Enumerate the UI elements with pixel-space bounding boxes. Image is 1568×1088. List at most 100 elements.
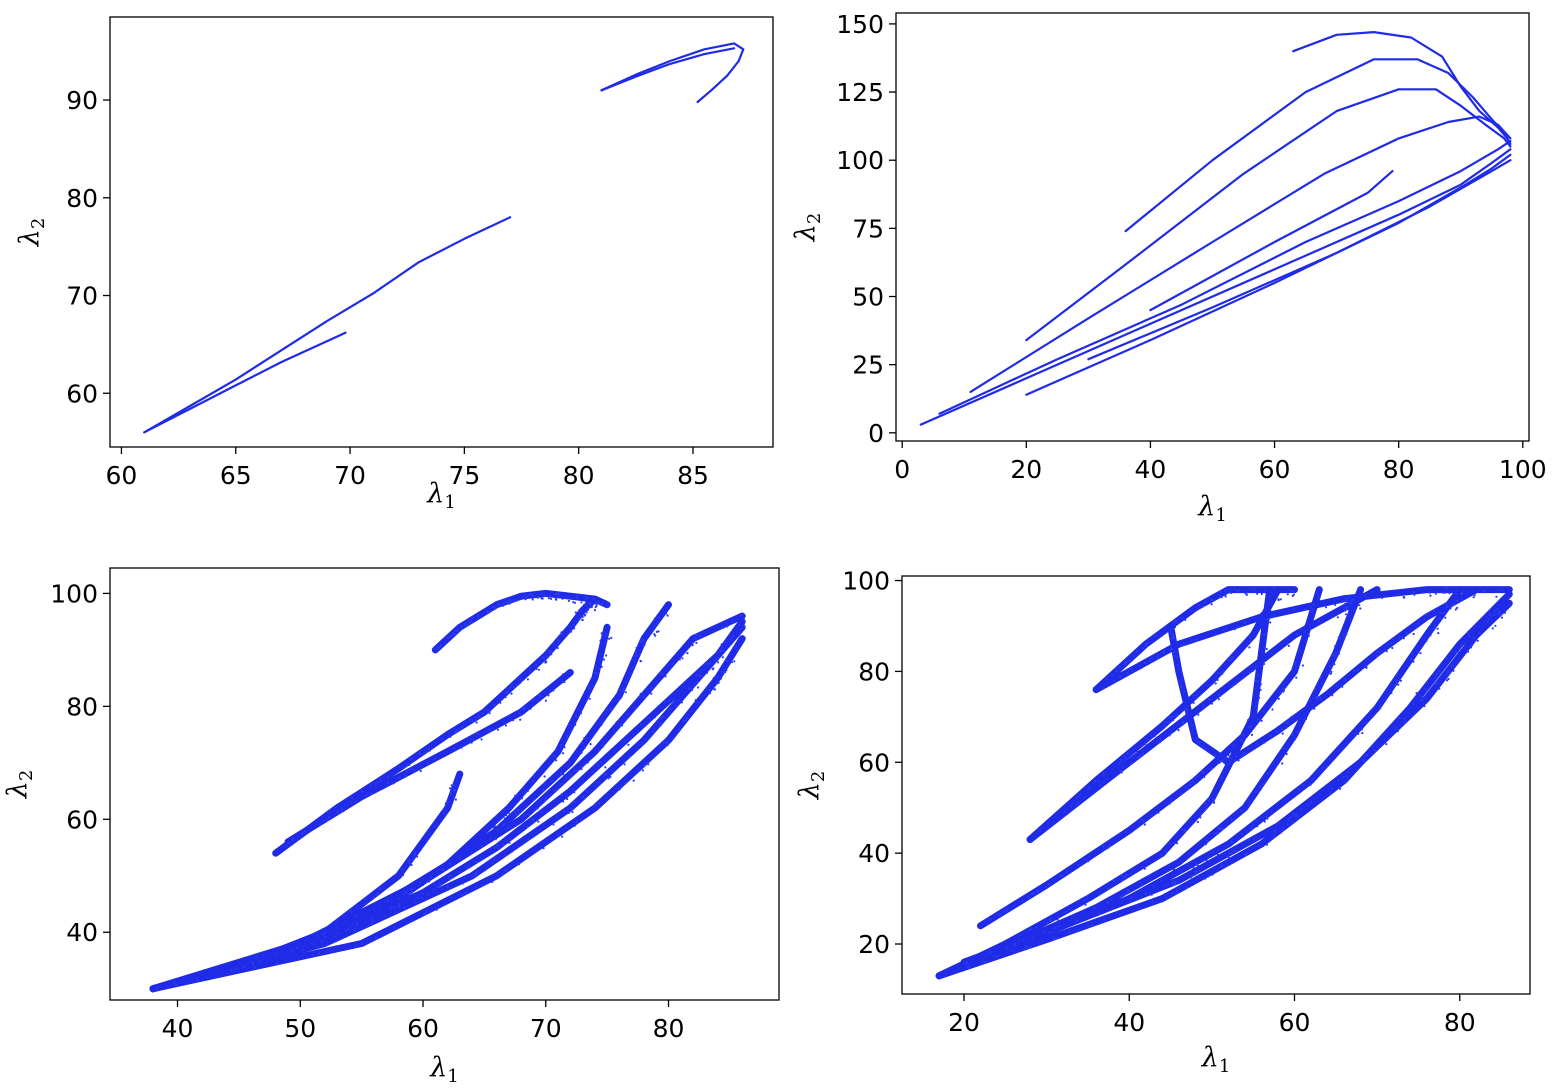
scatter-point xyxy=(475,861,478,864)
scatter-point xyxy=(1218,761,1221,764)
scatter-point xyxy=(594,803,597,807)
scatter-point xyxy=(1144,742,1147,746)
scatter-point xyxy=(1324,606,1328,609)
scatter-point xyxy=(537,820,540,823)
scatter-point xyxy=(598,801,601,804)
scatter-point xyxy=(368,924,371,927)
scatter-point xyxy=(620,696,623,699)
scatter-point xyxy=(645,762,649,765)
scatter-point xyxy=(624,782,627,785)
scatter-point xyxy=(347,928,350,931)
scatter-point xyxy=(1376,650,1379,653)
scatter-point xyxy=(695,641,698,644)
scatter-point xyxy=(531,598,534,601)
scatter-point xyxy=(301,832,304,835)
scatter-point xyxy=(1342,747,1345,750)
scatter-point xyxy=(1423,705,1426,708)
scatter-point xyxy=(1337,779,1340,782)
scatter-point xyxy=(572,601,575,604)
scatter-point xyxy=(344,921,347,924)
scatter-point xyxy=(1419,695,1422,698)
scatter-point xyxy=(406,764,409,767)
scatter-point xyxy=(1151,901,1154,904)
scatter-point xyxy=(1255,743,1259,746)
scatter-point xyxy=(573,627,576,630)
scatter-point xyxy=(1176,713,1179,716)
scatter-point xyxy=(451,634,454,637)
scatter-point xyxy=(1205,839,1209,842)
scatter-point xyxy=(672,737,675,740)
scatter-point xyxy=(1221,828,1224,831)
scatter-point xyxy=(560,631,563,634)
scatter-point xyxy=(296,947,299,950)
scatter-point xyxy=(709,662,712,665)
scatter-point xyxy=(587,695,590,698)
scatter-point xyxy=(408,862,411,865)
scatter-point xyxy=(326,943,329,946)
scatter-point xyxy=(1214,675,1217,678)
scatter-point xyxy=(435,908,438,911)
scatter-point xyxy=(397,897,400,900)
scatter-point xyxy=(1336,616,1339,619)
scatter-point xyxy=(1311,704,1314,707)
scatter-point xyxy=(397,776,400,780)
scatter-point xyxy=(1185,709,1188,712)
scatter-point xyxy=(583,737,587,740)
scatter-point xyxy=(1244,592,1247,595)
scatter-point xyxy=(1471,644,1474,647)
scatter-point xyxy=(513,810,516,813)
scatter-point xyxy=(569,803,573,806)
scatter-point xyxy=(510,692,513,695)
y-tick-label: 100 xyxy=(836,146,884,175)
scatter-point xyxy=(1497,612,1500,615)
scatter-point xyxy=(426,761,429,764)
scatter-point xyxy=(732,635,735,638)
scatter-point xyxy=(1125,873,1128,876)
scatter-point xyxy=(1389,642,1392,645)
scatter-point xyxy=(491,880,494,884)
scatter-point xyxy=(1177,868,1180,871)
scatter-point xyxy=(1124,892,1127,896)
scatter-point xyxy=(493,846,496,849)
scatter-point xyxy=(1188,852,1191,855)
scatter-point xyxy=(1159,853,1162,856)
scatter-point xyxy=(522,708,525,711)
scatter-point xyxy=(1175,619,1178,622)
scatter-point xyxy=(319,823,322,826)
scatter-point xyxy=(1154,634,1157,637)
scatter-point xyxy=(424,751,427,754)
scatter-point xyxy=(1442,591,1445,594)
scatter-point xyxy=(1486,620,1489,624)
scatter-point xyxy=(393,926,396,929)
scatter-point xyxy=(1444,602,1447,605)
scatter-point xyxy=(324,935,327,938)
scatter-point xyxy=(1021,900,1024,903)
scatter-point xyxy=(1232,656,1235,659)
scatter-point xyxy=(1030,927,1033,931)
scatter-point xyxy=(384,914,387,917)
scatter-point xyxy=(1137,756,1140,759)
scatter-point xyxy=(697,686,700,689)
scatter-point xyxy=(453,784,456,787)
scatter-point xyxy=(1043,931,1046,934)
scatter-point xyxy=(1132,868,1135,871)
scatter-point xyxy=(1301,784,1304,787)
scatter-point xyxy=(1334,603,1337,606)
scatter-point xyxy=(550,780,554,783)
scatter-point xyxy=(532,594,535,597)
scatter-point xyxy=(475,721,478,724)
scatter-point xyxy=(492,703,496,706)
scatter-point xyxy=(1098,912,1101,915)
scatter-point xyxy=(556,816,559,819)
scatter-point xyxy=(1344,598,1347,601)
scatter-point xyxy=(1345,606,1348,609)
scatter-point xyxy=(543,782,546,785)
scatter-point xyxy=(1177,621,1180,624)
scatter-point xyxy=(643,643,646,646)
scatter-point xyxy=(1415,692,1418,695)
scatter-point xyxy=(1467,634,1470,637)
y-axis-label: λ2 xyxy=(2,770,37,800)
scatter-point xyxy=(506,868,509,871)
scatter-point xyxy=(365,902,368,905)
scatter-point xyxy=(966,966,969,969)
